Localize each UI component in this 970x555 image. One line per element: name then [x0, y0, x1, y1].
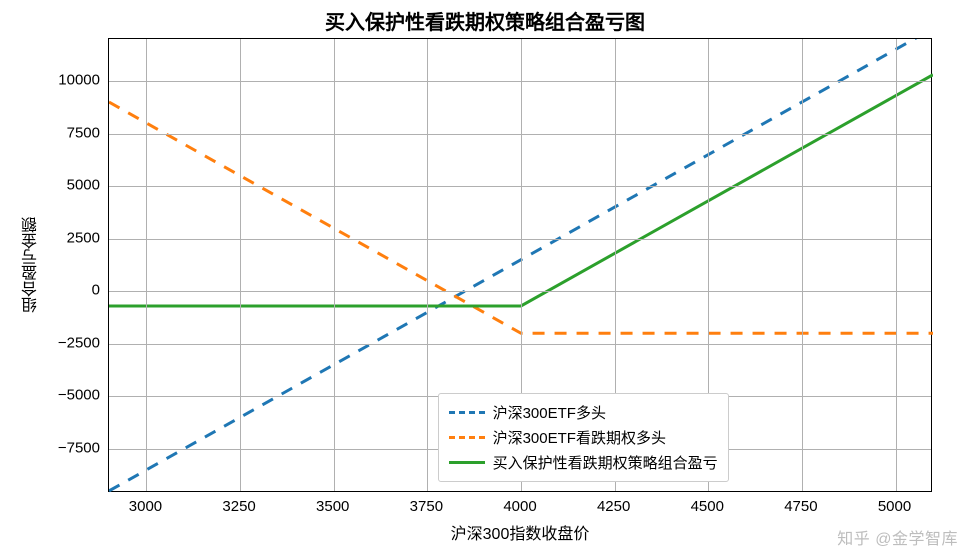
gridline-v	[334, 39, 335, 491]
x-tick-label: 5000	[878, 498, 911, 515]
x-tick-label: 4750	[784, 498, 817, 515]
y-tick-label: 5000	[67, 177, 100, 194]
chart-container: 买入保护性看跌期权策略组合盈亏图 组合盈亏金额 沪深300指数收盘价 沪深300…	[0, 0, 970, 555]
x-tick-label: 3000	[129, 498, 162, 515]
gridline-h	[109, 81, 931, 82]
y-tick-label: −2500	[58, 334, 100, 351]
legend-swatch	[449, 411, 485, 414]
y-tick-label: −7500	[58, 439, 100, 456]
gridline-v	[146, 39, 147, 491]
y-tick-label: 10000	[58, 72, 100, 89]
watermark: 知乎 @金学智库	[837, 525, 958, 549]
legend-row: 沪深300ETF多头	[449, 400, 718, 425]
y-tick-label: 2500	[67, 229, 100, 246]
y-tick-label: 0	[92, 282, 100, 299]
gridline-h	[109, 239, 931, 240]
gridline-h	[109, 134, 931, 135]
x-tick-label: 3500	[316, 498, 349, 515]
y-axis-label: 组合盈亏金额	[20, 217, 44, 313]
legend-row: 买入保护性看跌期权策略组合盈亏	[449, 450, 718, 475]
x-tick-label: 3750	[410, 498, 443, 515]
x-tick-label: 4500	[691, 498, 724, 515]
legend-label: 沪深300ETF看跌期权多头	[493, 427, 666, 448]
legend-row: 沪深300ETF看跌期权多头	[449, 425, 718, 450]
gridline-h	[109, 344, 931, 345]
x-tick-label: 4000	[503, 498, 536, 515]
chart-title: 买入保护性看跌期权策略组合盈亏图	[0, 6, 970, 35]
x-tick-label: 3250	[222, 498, 255, 515]
x-tick-label: 4250	[597, 498, 630, 515]
gridline-h	[109, 186, 931, 187]
legend-swatch	[449, 461, 485, 464]
legend-label: 沪深300ETF多头	[493, 402, 606, 423]
x-axis-label: 沪深300指数收盘价	[451, 520, 590, 544]
legend-swatch	[449, 436, 485, 439]
y-tick-label: 7500	[67, 124, 100, 141]
gridline-v	[240, 39, 241, 491]
gridline-h	[109, 291, 931, 292]
gridline-v	[896, 39, 897, 491]
gridline-v	[427, 39, 428, 491]
legend: 沪深300ETF多头沪深300ETF看跌期权多头买入保护性看跌期权策略组合盈亏	[438, 393, 729, 482]
gridline-v	[802, 39, 803, 491]
legend-label: 买入保护性看跌期权策略组合盈亏	[493, 452, 718, 473]
y-tick-label: −5000	[58, 387, 100, 404]
